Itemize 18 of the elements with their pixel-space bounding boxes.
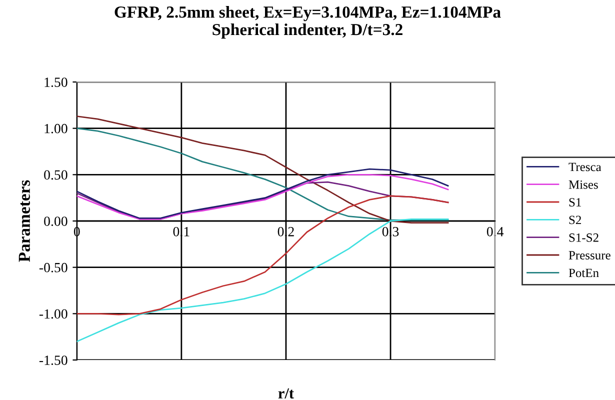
legend-label: PotEn [568, 268, 599, 278]
legend-label: S2 [569, 216, 581, 224]
x-tick-label: 0.4 [486, 226, 504, 236]
legend-label: S1-S2 [569, 233, 598, 242]
legend-label: Tresca [568, 162, 602, 172]
y-tick-label: 1.00 [44, 124, 68, 134]
y-tick-label: -1.00 [39, 309, 68, 319]
y-tick-label: -1.50 [39, 356, 68, 366]
y-tick-label: -0.50 [39, 262, 68, 272]
y-axis-title: Parameters [18, 180, 30, 262]
y-tick-label: 0.50 [44, 170, 68, 180]
chart-title: GFRP, 2.5mm sheet, Ex=Ey=3.104MPa, Ez=1.104MPa Spherical indenter, D/t=3.2 [114, 6, 501, 39]
y-tick-label: 1.50 [44, 78, 68, 88]
y-tick-label: 0.00 [44, 216, 68, 226]
x-axis-title: r/t [278, 388, 294, 399]
legend-label: S1 [569, 198, 581, 207]
legend-label: Pressure [568, 251, 610, 260]
legend-label: Mises [568, 180, 598, 189]
